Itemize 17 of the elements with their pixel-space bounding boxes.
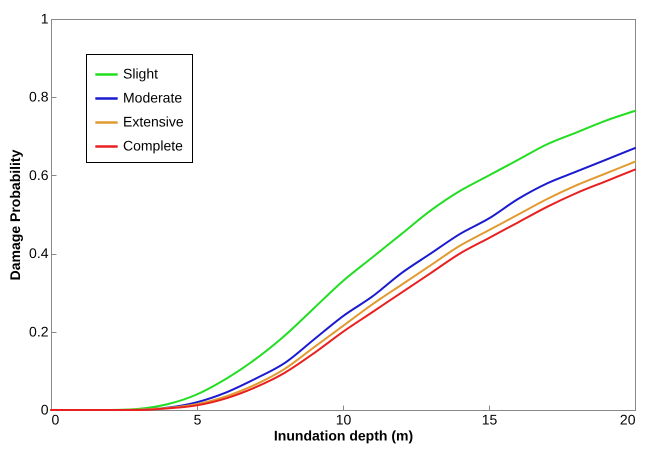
legend-label: Slight <box>123 66 158 82</box>
legend-label: Complete <box>123 138 184 154</box>
y-tick-label: 1 <box>40 10 49 26</box>
y-tick-label: 0.4 <box>29 245 49 262</box>
x-tick-label: 20 <box>620 412 636 428</box>
y-tick-label: 0.2 <box>29 323 49 340</box>
x-axis-title: Inundation depth (m) <box>274 428 414 444</box>
y-tick-label: 0.8 <box>29 88 49 105</box>
legend-label: Moderate <box>123 90 182 106</box>
legend-label: Extensive <box>123 114 184 130</box>
x-tick-label: 5 <box>194 412 202 428</box>
x-tick-label: 10 <box>336 412 352 428</box>
y-tick-label: 0 <box>40 402 49 418</box>
x-tick-label: 0 <box>52 412 60 428</box>
y-tick-label: 0.6 <box>29 166 49 183</box>
x-tick-label: 15 <box>482 412 498 428</box>
y-axis-title: Damage Probability <box>7 149 24 280</box>
